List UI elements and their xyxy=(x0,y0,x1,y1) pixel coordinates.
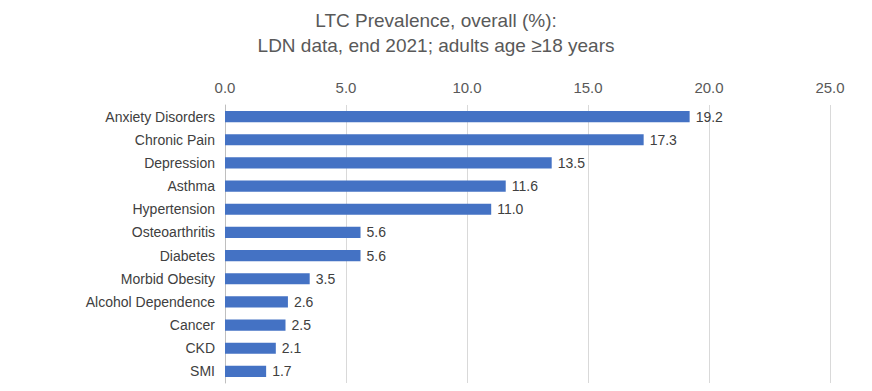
svg-text:15.0: 15.0 xyxy=(573,79,602,96)
svg-text:CKD: CKD xyxy=(185,340,215,356)
svg-text:1.7: 1.7 xyxy=(272,363,292,379)
svg-text:2.5: 2.5 xyxy=(292,317,312,333)
svg-text:Alcohol Dependence: Alcohol Dependence xyxy=(86,294,215,310)
svg-text:2.1: 2.1 xyxy=(282,340,302,356)
svg-text:20.0: 20.0 xyxy=(694,79,723,96)
svg-text:Diabetes: Diabetes xyxy=(160,248,215,264)
svg-text:Chronic Pain: Chronic Pain xyxy=(135,132,215,148)
svg-text:Anxiety Disorders: Anxiety Disorders xyxy=(105,109,215,125)
svg-text:5.6: 5.6 xyxy=(367,248,387,264)
svg-text:2.6: 2.6 xyxy=(294,294,314,310)
svg-text:Asthma: Asthma xyxy=(168,178,216,194)
svg-text:Depression: Depression xyxy=(144,155,215,171)
svg-text:LTC Prevalence, overall (%):: LTC Prevalence, overall (%): xyxy=(315,10,556,31)
svg-text:0.0: 0.0 xyxy=(215,79,236,96)
svg-text:LDN data, end 2021; adults age: LDN data, end 2021; adults age ≥18 years xyxy=(258,35,615,56)
svg-text:5.0: 5.0 xyxy=(336,79,357,96)
svg-text:Osteoarthritis: Osteoarthritis xyxy=(132,224,215,240)
svg-text:13.5: 13.5 xyxy=(558,155,585,171)
svg-text:Hypertension: Hypertension xyxy=(133,201,216,217)
svg-text:19.2: 19.2 xyxy=(696,109,723,125)
svg-text:11.6: 11.6 xyxy=(512,178,538,194)
svg-text:17.3: 17.3 xyxy=(650,132,677,148)
svg-text:SMI: SMI xyxy=(190,363,215,379)
svg-text:3.5: 3.5 xyxy=(316,271,336,287)
svg-text:5.6: 5.6 xyxy=(367,224,387,240)
svg-text:11.0: 11.0 xyxy=(497,201,523,217)
svg-text:25.0: 25.0 xyxy=(815,79,844,96)
svg-text:Morbid Obesity: Morbid Obesity xyxy=(121,271,215,287)
svg-text:Cancer: Cancer xyxy=(170,317,215,333)
svg-text:10.0: 10.0 xyxy=(452,79,481,96)
